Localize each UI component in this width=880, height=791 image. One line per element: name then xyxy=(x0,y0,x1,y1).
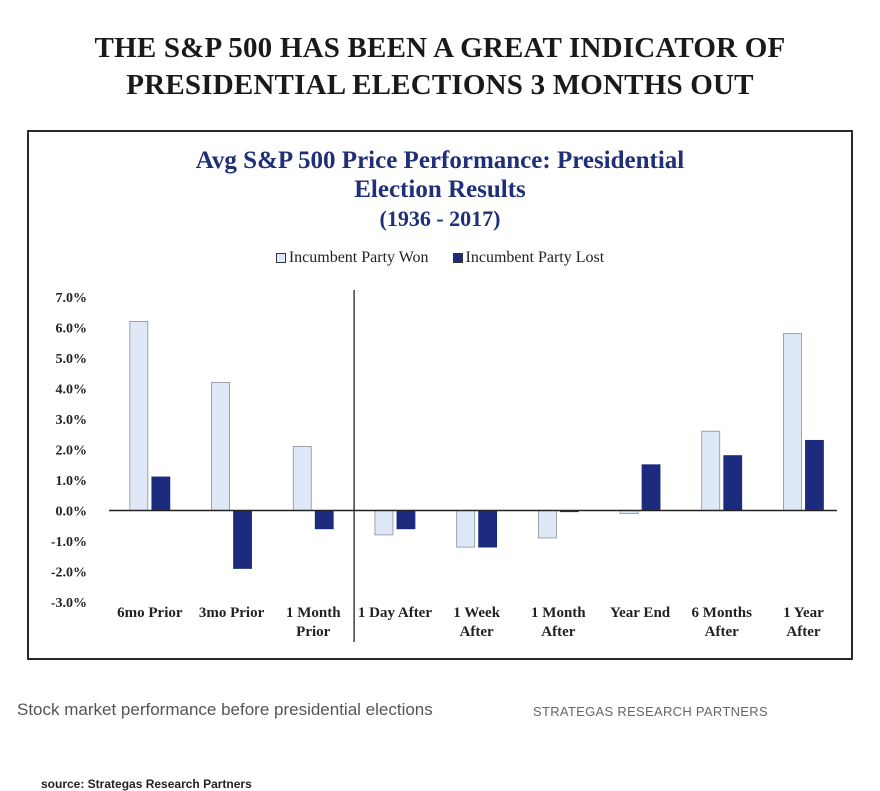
x-category-label: After xyxy=(460,624,494,640)
y-tick-label: 1.0% xyxy=(56,474,88,489)
chart-title: Avg S&P 500 Price Performance: President… xyxy=(29,146,851,233)
x-category-label: Year End xyxy=(610,605,671,621)
x-category-label: 1 Day After xyxy=(358,605,432,621)
bar-incumbent-won xyxy=(701,430,721,511)
bar-incumbent-lost xyxy=(478,510,498,548)
headline: THE S&P 500 HAS BEEN A GREAT INDICATOR O… xyxy=(17,30,863,104)
bar-incumbent-lost xyxy=(233,510,252,569)
bar-incumbent-lost xyxy=(723,455,743,511)
image-caption: Stock market performance before presiden… xyxy=(17,700,433,719)
x-category-label: 1 Week xyxy=(453,605,500,621)
legend-swatch-lost xyxy=(452,253,463,264)
bar-incumbent-won xyxy=(783,333,802,511)
y-tick-label: 3.0% xyxy=(56,413,88,428)
x-category-label: 6mo Prior xyxy=(117,605,183,621)
legend-label-won: Incumbent Party Won xyxy=(288,249,429,266)
chart-title-line-1: Avg S&P 500 Price Performance: President… xyxy=(195,147,685,174)
chart-title-line-2: Election Results xyxy=(354,176,526,203)
x-category-label: After xyxy=(541,624,575,640)
y-tick-label: 4.0% xyxy=(56,383,88,398)
source-note: source: Strategas Research Partners xyxy=(41,777,252,791)
bar-incumbent-lost xyxy=(805,439,824,511)
figure-card: THE S&P 500 HAS BEEN A GREAT INDICATOR O… xyxy=(17,22,863,791)
bar-incumbent-lost xyxy=(151,476,171,511)
y-tick-label: -1.0% xyxy=(51,535,87,550)
image-credit: STRATEGAS RESEARCH PARTNERS xyxy=(533,704,768,719)
chart-subtitle: (1936 - 2017) xyxy=(379,206,501,231)
x-category-label: 1 Year xyxy=(783,605,824,621)
x-category-label: 1 Month xyxy=(286,605,341,621)
x-category-label: 3mo Prior xyxy=(199,605,265,621)
bar-incumbent-won xyxy=(211,381,230,511)
legend-item-won: Incumbent Party Won xyxy=(275,249,429,267)
bar-incumbent-won xyxy=(292,446,312,511)
y-tick-label: 5.0% xyxy=(56,352,88,367)
bar-incumbent-won xyxy=(537,510,557,539)
chart-legend: Incumbent Party Won Incumbent Party Lost xyxy=(29,249,851,267)
bar-incumbent-lost xyxy=(396,510,416,530)
y-tick-label: -3.0% xyxy=(51,596,87,611)
x-category-label: After xyxy=(786,624,820,640)
bar-chart-plot: 7.0% 6.0% 5.0% 4.0% 3.0% 2.0% 1.0% 0.0% -1.0% -2.… xyxy=(51,290,837,642)
legend-label-lost: Incumbent Party Lost xyxy=(465,249,605,266)
chart-panel: Avg S&P 500 Price Performance: President… xyxy=(27,130,853,791)
bar-incumbent-won xyxy=(456,510,476,548)
y-tick-label: 0.0% xyxy=(56,505,88,520)
bar-incumbent-lost xyxy=(641,464,661,511)
x-category-label: 6 Months xyxy=(692,605,753,621)
headline-line-2: PRESIDENTIAL ELECTIONS 3 MONTHS OUT xyxy=(126,69,754,101)
headline-line-1: THE S&P 500 HAS BEEN A GREAT INDICATOR O… xyxy=(94,32,786,64)
y-tick-label: 6.0% xyxy=(56,322,88,337)
x-category-label: 1 Month xyxy=(531,605,586,621)
bar-incumbent-lost xyxy=(314,510,334,530)
bar-incumbent-won xyxy=(129,320,149,511)
y-tick-label: 7.0% xyxy=(56,291,88,306)
y-tick-label: 2.0% xyxy=(56,444,88,459)
x-category-label: After xyxy=(705,624,739,640)
y-tick-label: -2.0% xyxy=(51,566,87,581)
x-category-label: Prior xyxy=(296,624,330,640)
bar-incumbent-won xyxy=(374,510,394,536)
legend-item-lost: Incumbent Party Lost xyxy=(452,249,605,267)
legend-swatch-won xyxy=(275,253,286,264)
